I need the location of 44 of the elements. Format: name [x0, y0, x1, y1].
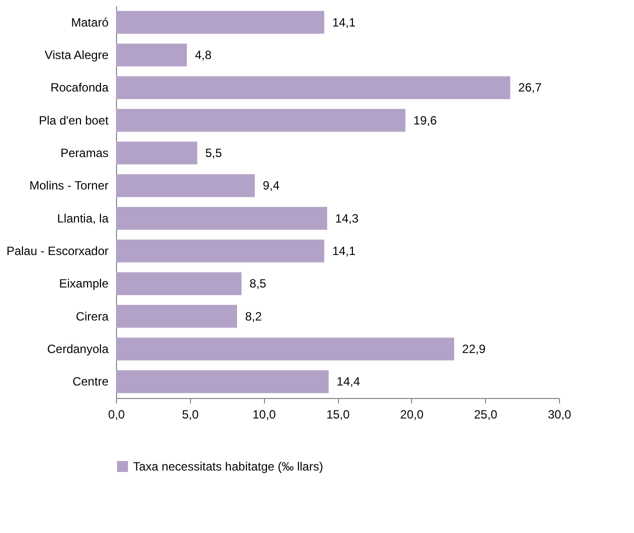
- bar: [116, 338, 454, 360]
- x-tick-label: 10,0: [252, 408, 276, 422]
- data-label: 26,7: [518, 80, 542, 95]
- data-label: 9,4: [262, 178, 280, 193]
- data-label: 22,9: [462, 342, 486, 356]
- data-label: 8,5: [250, 276, 267, 291]
- data-label: 19,6: [413, 113, 438, 128]
- bar: [116, 240, 324, 262]
- data-label: 14,1: [332, 15, 356, 30]
- bar: [116, 304, 238, 328]
- data-label: 14,1: [332, 244, 356, 258]
- data-label: 4,8: [194, 48, 212, 62]
- y-tick-label: Peramas: [60, 146, 108, 160]
- y-tick-label: Cerdanyola: [47, 342, 109, 356]
- x-tick-label: 0,0: [108, 408, 126, 422]
- x-tick-label: 15,0: [326, 408, 350, 422]
- bar: [116, 76, 510, 100]
- data-label: 5,5: [205, 146, 222, 160]
- data-label: 8,2: [245, 309, 262, 324]
- legend-label: Taxa necessitats habitatge (‰ llars): [133, 460, 324, 474]
- bar: [116, 108, 406, 132]
- x-tick-label: 5,0: [182, 408, 199, 422]
- x-tick-label: 20,0: [400, 408, 424, 422]
- y-tick-label: Centre: [72, 374, 109, 389]
- x-tick-label: 30,0: [548, 408, 572, 422]
- y-tick-label: Vista Alegre: [44, 48, 109, 62]
- y-tick-label: Mataró: [71, 15, 109, 30]
- bar: [116, 206, 328, 230]
- y-tick-label: Molins - Torner: [29, 178, 108, 193]
- bar: [116, 370, 329, 394]
- bar: [116, 10, 324, 34]
- x-tick-label: 25,0: [474, 408, 498, 422]
- bar: [116, 142, 198, 164]
- bar: [116, 174, 255, 198]
- y-tick-label: Eixample: [59, 276, 109, 291]
- y-tick-label: Pla d'en boet: [38, 113, 110, 128]
- bar: [116, 44, 187, 66]
- y-tick-label: Palau - Escorxador: [6, 244, 109, 258]
- y-tick-label: Rocafonda: [50, 80, 109, 95]
- data-label: 14,3: [335, 211, 359, 226]
- y-tick-label: Cirera: [76, 309, 109, 324]
- bar: [116, 272, 242, 296]
- y-tick-label: Llantia, la: [57, 211, 109, 226]
- data-label: 14,4: [336, 374, 360, 389]
